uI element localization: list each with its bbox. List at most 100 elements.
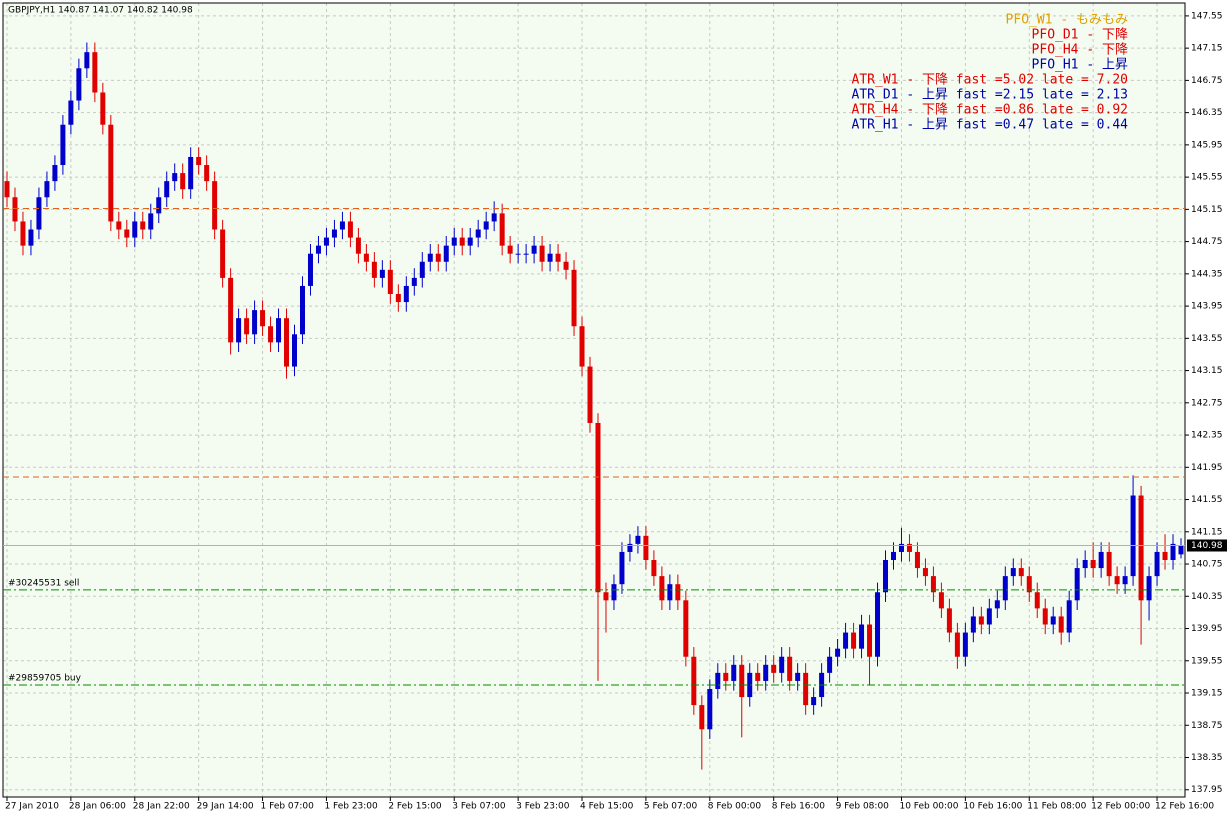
candle-body <box>491 213 497 222</box>
x-tick-label: 27 Jan 2010 <box>5 802 59 812</box>
indicator-annotation: PFO_W1 - もみもみ <box>1006 13 1128 28</box>
candle-body <box>898 543 904 552</box>
candle-body <box>1098 551 1104 569</box>
candle-body <box>1050 616 1056 625</box>
candle-body <box>244 318 250 335</box>
candle-body <box>723 672 729 681</box>
candle-body <box>1122 576 1128 585</box>
candle-body <box>4 181 10 198</box>
candle-body <box>667 584 673 601</box>
x-tick-label: 4 Feb 15:00 <box>580 802 634 812</box>
candle-body <box>387 269 393 294</box>
candle-body <box>451 237 457 246</box>
plot-area <box>3 3 1185 797</box>
candle-body <box>1178 545 1184 555</box>
candle-body <box>851 632 857 649</box>
candle-body <box>60 124 66 166</box>
candle-body <box>978 616 984 625</box>
x-tick-label: 8 Feb 16:00 <box>772 802 826 812</box>
candle-body <box>563 261 569 270</box>
candle-body <box>196 156 202 166</box>
candle-body <box>970 616 976 633</box>
candle-body <box>763 664 769 681</box>
candle-body <box>28 229 34 246</box>
x-tick-label: 11 Feb 08:00 <box>1027 802 1086 812</box>
y-tick-label: 138.75 <box>1191 721 1223 731</box>
candle-body <box>611 584 617 601</box>
x-tick-label: 3 Feb 07:00 <box>452 802 506 812</box>
candle-body <box>1162 551 1168 561</box>
candle-body <box>643 535 649 561</box>
candle-body <box>44 181 50 198</box>
candle-body <box>268 326 274 343</box>
candle-body <box>132 221 138 238</box>
candle-body <box>371 261 377 278</box>
candle-body <box>20 221 26 246</box>
candle-body <box>36 197 42 230</box>
candle-body <box>1058 616 1064 633</box>
candle-body <box>579 326 585 367</box>
candle-body <box>859 624 865 649</box>
candle-body <box>555 253 561 262</box>
candle-body <box>787 656 793 681</box>
y-tick-label: 139.55 <box>1191 656 1223 666</box>
candle-body <box>1138 495 1144 601</box>
x-tick-label: 12 Feb 16:00 <box>1155 802 1214 812</box>
candle-body <box>180 173 186 190</box>
y-tick-label: 140.75 <box>1191 560 1223 570</box>
y-tick-label: 147.15 <box>1191 44 1223 54</box>
candle-body <box>355 237 361 254</box>
y-tick-label: 141.15 <box>1191 527 1223 537</box>
y-tick-label: 145.95 <box>1191 140 1223 150</box>
candle-body <box>1002 576 1008 601</box>
candle-body <box>284 318 290 367</box>
candle-body <box>475 229 481 238</box>
candle-body <box>1170 543 1176 561</box>
candle-body <box>994 600 1000 609</box>
candle-body <box>140 221 146 230</box>
y-tick-label: 143.15 <box>1191 366 1223 376</box>
indicator-annotation: ATR_H4 - 下降 fast =0.86 late = 0.92 <box>852 103 1128 118</box>
candle-body <box>172 173 178 182</box>
candle-body <box>236 318 242 343</box>
candle-body <box>323 237 329 246</box>
candle-body <box>651 560 657 577</box>
candle-body <box>523 253 529 255</box>
candle-body <box>1018 568 1024 577</box>
candle-body <box>539 245 545 262</box>
candle-body <box>962 632 968 657</box>
candle-body <box>12 197 18 222</box>
candle-body <box>954 632 960 657</box>
level-label: #30245531 sell <box>8 578 79 588</box>
candle-body <box>747 672 753 698</box>
candle-body <box>443 245 449 262</box>
candle-body <box>659 576 665 601</box>
candle-body <box>212 181 218 230</box>
y-tick-label: 143.55 <box>1191 334 1223 344</box>
x-tick-label: 3 Feb 23:00 <box>516 802 570 812</box>
candle-body <box>331 229 337 238</box>
candle-body <box>467 237 473 246</box>
x-tick-label: 28 Jan 22:00 <box>133 802 190 812</box>
candle-body <box>188 156 194 190</box>
candle-body <box>515 253 521 255</box>
y-tick-label: 144.75 <box>1191 237 1223 247</box>
y-tick-label: 142.35 <box>1191 431 1223 441</box>
candle-body <box>587 366 593 423</box>
y-tick-label: 143.95 <box>1191 302 1223 312</box>
candle-body <box>459 237 465 246</box>
candle-body <box>867 624 873 657</box>
y-tick-label: 140.35 <box>1191 592 1223 602</box>
candle-body <box>499 213 505 246</box>
candle-body <box>595 422 601 593</box>
candle-body <box>84 52 90 69</box>
candle-body <box>315 245 321 254</box>
candle-body <box>363 253 369 262</box>
candle-body <box>571 269 577 327</box>
candle-body <box>715 672 721 689</box>
x-tick-label: 12 Feb 00:00 <box>1091 802 1150 812</box>
candle-body <box>1074 568 1080 601</box>
candle-body <box>100 92 106 125</box>
candle-body <box>531 245 537 254</box>
candle-body <box>204 165 210 182</box>
